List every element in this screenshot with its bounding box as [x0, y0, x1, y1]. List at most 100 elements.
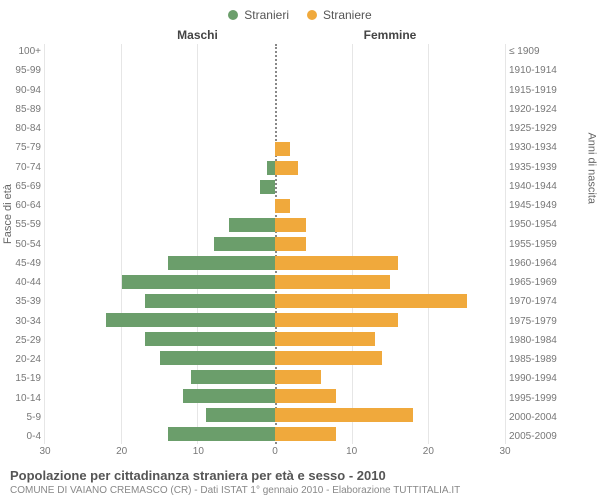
legend-item-female: Straniere	[307, 8, 372, 22]
bar-female	[275, 237, 306, 251]
bar-row	[45, 217, 505, 233]
xtick: 20	[423, 446, 434, 457]
bar-female	[275, 351, 382, 365]
pyramid-chart: Stranieri Straniere Maschi Femmine Fasce…	[0, 0, 600, 500]
bar-row	[45, 274, 505, 290]
bar-female	[275, 199, 290, 213]
legend: Stranieri Straniere	[0, 8, 600, 22]
bar-row	[45, 103, 505, 119]
ytick-birth: 1950-1954	[509, 219, 557, 230]
bar-male	[168, 427, 275, 441]
bar-female	[275, 313, 398, 327]
ytick-birth: 1965-1969	[509, 277, 557, 288]
bar-female	[275, 332, 375, 346]
bar-female	[275, 275, 390, 289]
header-male: Maschi	[60, 28, 280, 42]
ytick-age: 50-54	[15, 239, 41, 250]
legend-item-male: Stranieri	[228, 8, 289, 22]
xtick: 10	[346, 446, 357, 457]
ytick-age: 100+	[18, 46, 41, 57]
yaxis-right-title: Anni di nascita	[586, 132, 598, 204]
ytick-age: 30-34	[15, 316, 41, 327]
ytick-age: 15-19	[15, 373, 41, 384]
legend-swatch-male	[228, 10, 238, 20]
bar-row	[45, 198, 505, 214]
bar-female	[275, 256, 398, 270]
ytick-birth: 1915-1919	[509, 85, 557, 96]
ytick-age: 35-39	[15, 296, 41, 307]
bar-row	[45, 350, 505, 366]
bar-male	[260, 180, 275, 194]
bar-row	[45, 160, 505, 176]
ytick-age: 80-84	[15, 123, 41, 134]
bar-male	[106, 313, 275, 327]
ytick-birth: 1975-1979	[509, 316, 557, 327]
ytick-birth: 2005-2009	[509, 431, 557, 442]
bar-male	[229, 218, 275, 232]
xtick: 0	[272, 446, 278, 457]
bar-row	[45, 65, 505, 81]
xtick: 10	[193, 446, 204, 457]
bar-female	[275, 161, 298, 175]
bar-row	[45, 255, 505, 271]
caption-sub: COMUNE DI VAIANO CREMASCO (CR) - Dati IS…	[10, 485, 590, 496]
bar-female	[275, 389, 336, 403]
bar-female	[275, 142, 290, 156]
ytick-age: 65-69	[15, 181, 41, 192]
ytick-age: 70-74	[15, 162, 41, 173]
legend-label-male: Stranieri	[244, 8, 289, 22]
ytick-birth: 2000-2004	[509, 412, 557, 423]
ytick-birth: 1920-1924	[509, 104, 557, 115]
bar-male	[145, 294, 275, 308]
ytick-birth: 1980-1984	[509, 335, 557, 346]
plot: Fasce di età Anni di nascita 100+95-9990…	[0, 44, 600, 444]
x-axis: 3020100102030	[45, 444, 505, 462]
bar-row	[45, 236, 505, 252]
ytick-age: 20-24	[15, 354, 41, 365]
bar-female	[275, 408, 413, 422]
bar-female	[275, 218, 306, 232]
bar-row	[45, 426, 505, 442]
bar-male	[214, 237, 275, 251]
ytick-age: 25-29	[15, 335, 41, 346]
xtick: 30	[499, 446, 510, 457]
ytick-age: 55-59	[15, 219, 41, 230]
bar-row	[45, 141, 505, 157]
ytick-age: 45-49	[15, 258, 41, 269]
bar-row	[45, 84, 505, 100]
bar-male	[145, 332, 275, 346]
ytick-age: 60-64	[15, 200, 41, 211]
column-headers: Maschi Femmine	[0, 28, 600, 42]
bar-male	[267, 161, 275, 175]
ytick-birth: 1955-1959	[509, 239, 557, 250]
ytick-age: 10-14	[15, 393, 41, 404]
bars	[45, 44, 505, 444]
bar-female	[275, 294, 467, 308]
bar-row	[45, 179, 505, 195]
bar-row	[45, 369, 505, 385]
bar-male	[191, 370, 275, 384]
yaxis-right-ticks: ≤ 19091910-19141915-19191920-19241925-19…	[505, 44, 570, 444]
bar-male	[168, 256, 275, 270]
ytick-birth: 1960-1964	[509, 258, 557, 269]
ytick-birth: 1990-1994	[509, 373, 557, 384]
caption-title: Popolazione per cittadinanza straniera p…	[10, 468, 590, 483]
caption: Popolazione per cittadinanza straniera p…	[0, 462, 600, 496]
bar-row	[45, 388, 505, 404]
bar-row	[45, 46, 505, 62]
ytick-birth: ≤ 1909	[509, 46, 540, 57]
ytick-age: 95-99	[15, 65, 41, 76]
yaxis-left-ticks: 100+95-9990-9485-8980-8475-7970-7465-696…	[0, 44, 45, 444]
ytick-birth: 1935-1939	[509, 162, 557, 173]
ytick-birth: 1970-1974	[509, 296, 557, 307]
legend-swatch-female	[307, 10, 317, 20]
ytick-age: 75-79	[15, 142, 41, 153]
bar-row	[45, 293, 505, 309]
ytick-age: 0-4	[27, 431, 41, 442]
yaxis-left-title: Fasce di età	[2, 184, 14, 244]
legend-label-female: Straniere	[323, 8, 372, 22]
ytick-birth: 1945-1949	[509, 200, 557, 211]
ytick-birth: 1940-1944	[509, 181, 557, 192]
bar-row	[45, 312, 505, 328]
bar-female	[275, 427, 336, 441]
